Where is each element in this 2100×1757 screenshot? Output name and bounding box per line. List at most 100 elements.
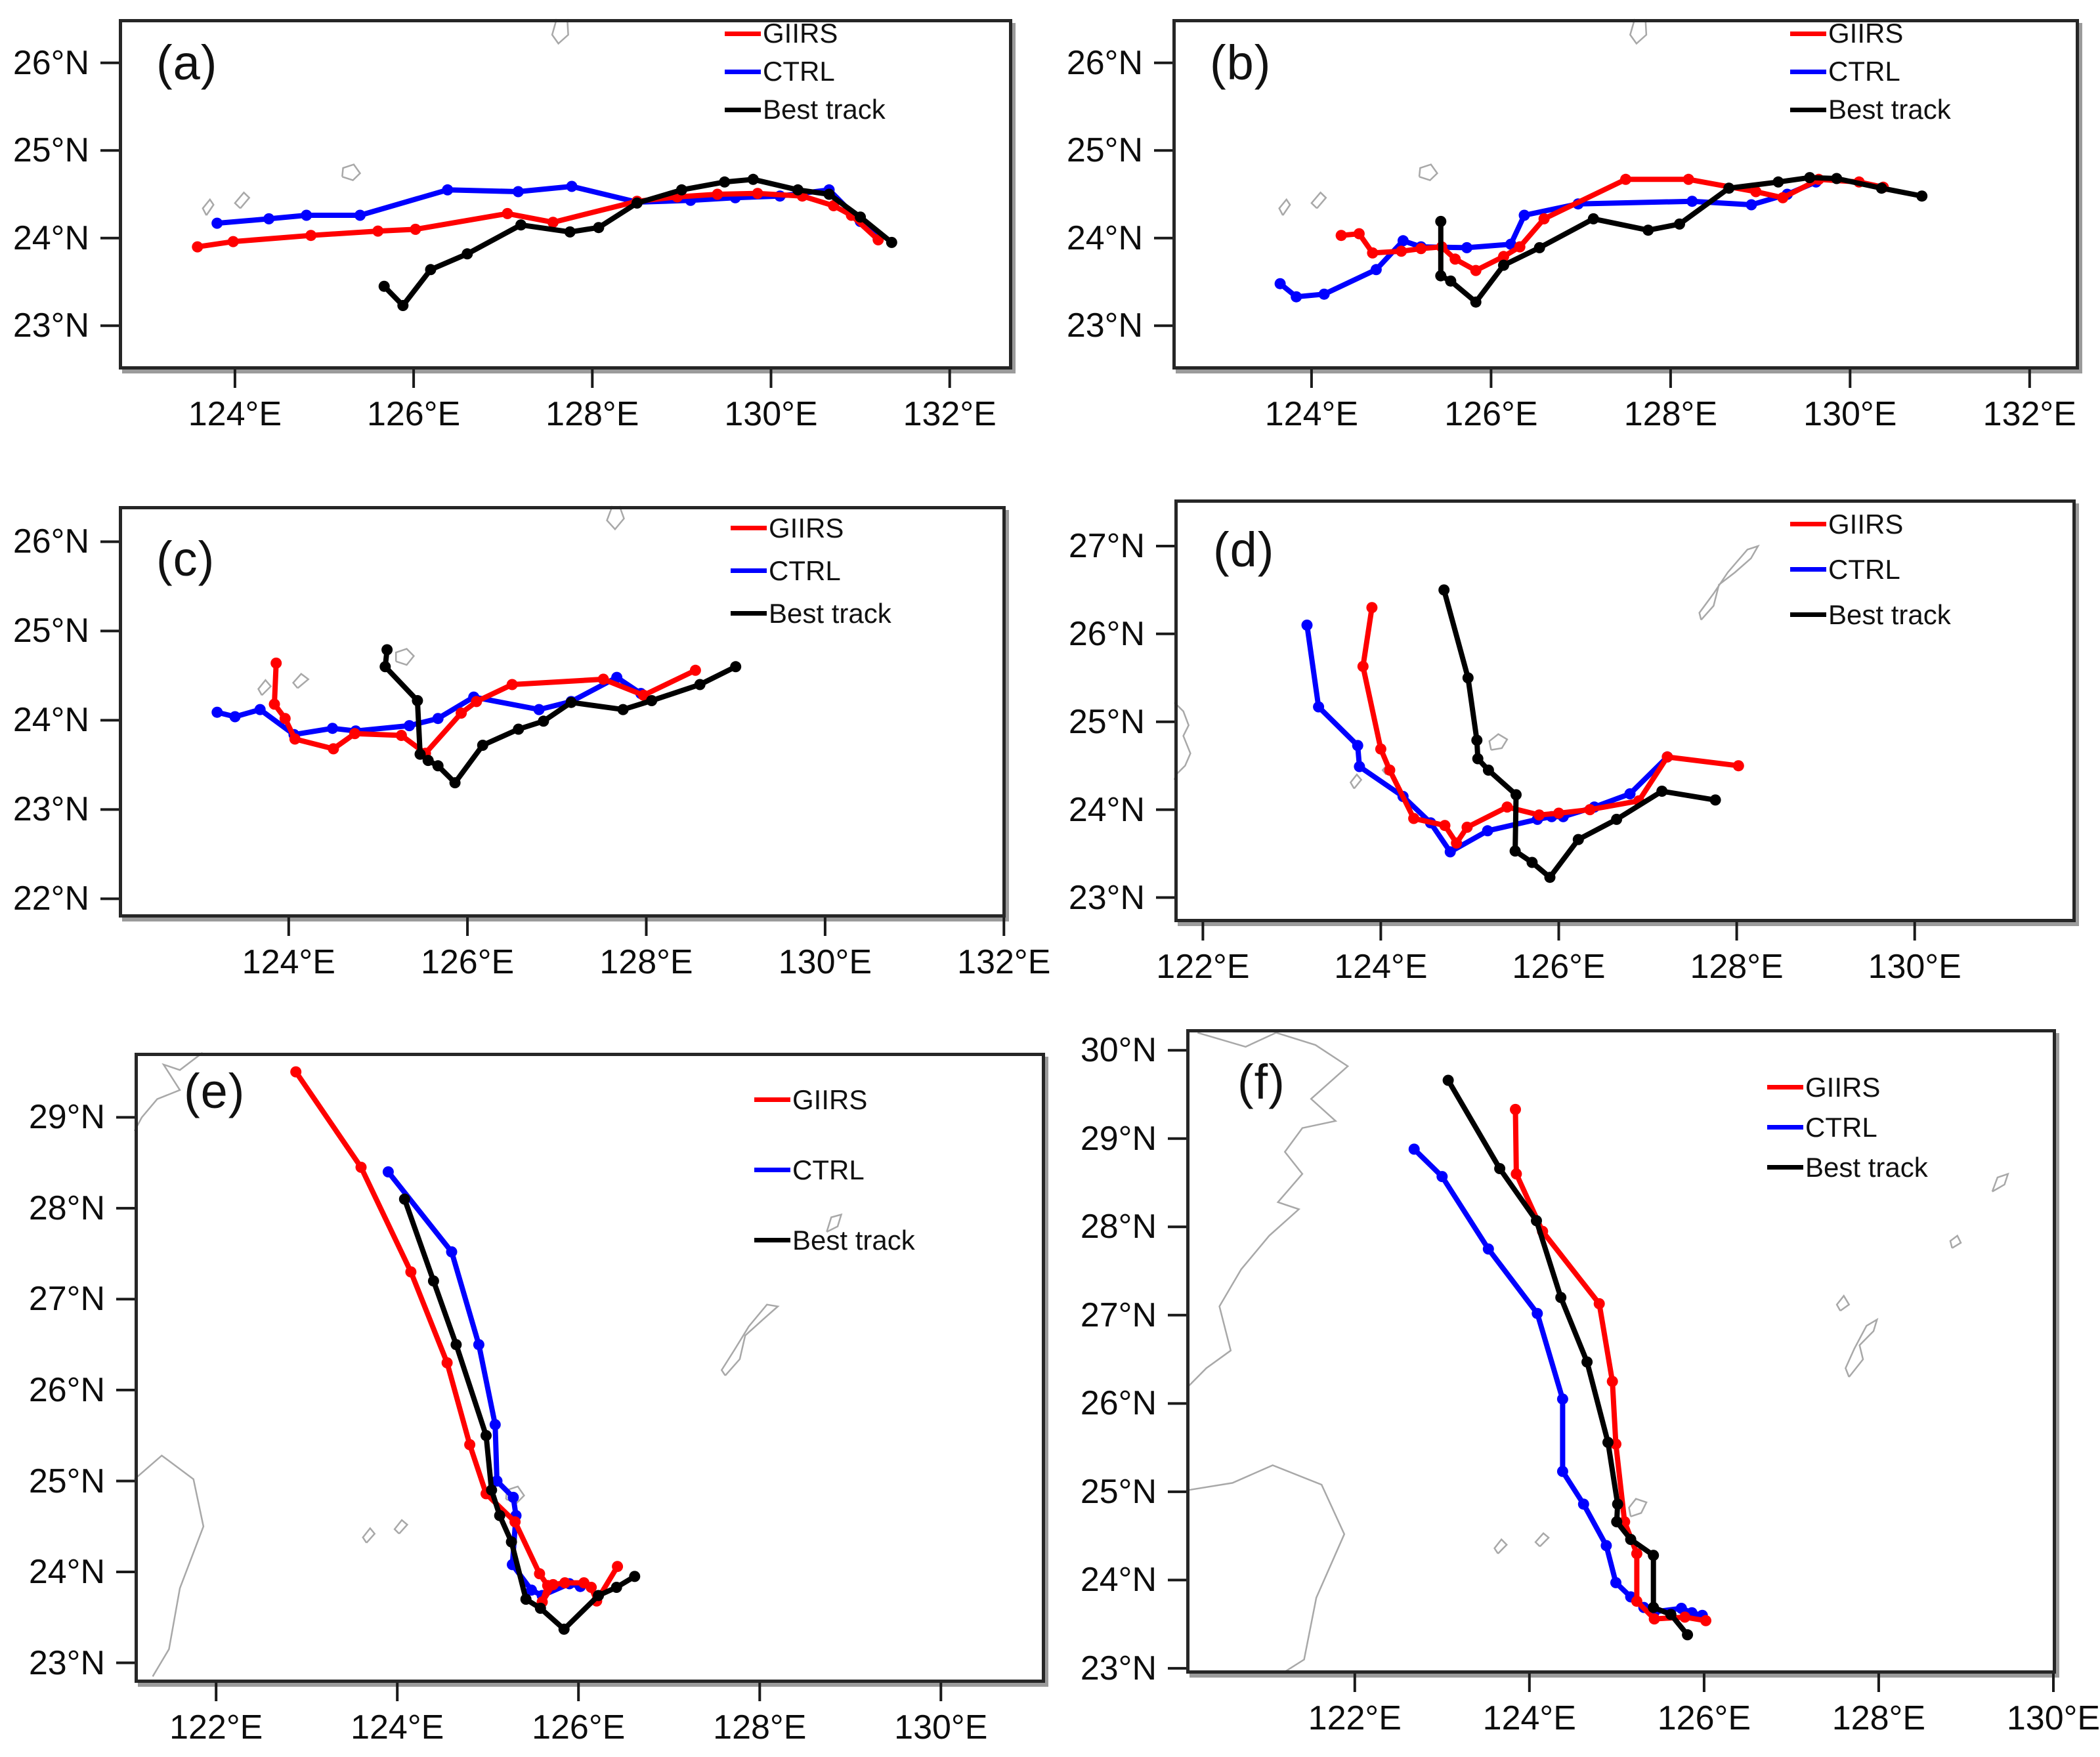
track-point-giirs — [1631, 1548, 1642, 1559]
legend-item-giirs: GIIRS — [1790, 14, 1951, 53]
track-point-giirs — [1631, 1596, 1642, 1607]
track-point-ctrl — [1370, 264, 1382, 276]
track-point-giirs — [1679, 1611, 1691, 1623]
legend-item-ctrl: CTRL — [1790, 53, 1951, 91]
y-tick-label: 25°N — [1068, 702, 1145, 741]
panel-letter-b: (b) — [1210, 35, 1272, 90]
track-point-best — [432, 760, 444, 772]
coastline — [1991, 1172, 2009, 1193]
panel-e: (e) 122°E 124°E 126°E 128°E 130°E 29°N 28°N 27°N… — [29, 1052, 1045, 1746]
track-point-best — [1642, 224, 1654, 236]
track-point-best — [1442, 1074, 1454, 1086]
map-plot-f — [1168, 1029, 2056, 1692]
track-point-best — [1462, 672, 1474, 684]
x-tick-label: 130°E — [724, 395, 818, 433]
y-tick-label: 26°N — [28, 1370, 105, 1409]
track-point-ctrl — [1352, 740, 1363, 751]
track-point-giirs — [712, 188, 723, 200]
track-point-giirs — [1661, 751, 1673, 763]
y-tick-label: 25°N — [1066, 131, 1143, 170]
track-point-giirs — [534, 1568, 546, 1580]
track-point-best — [1723, 182, 1735, 194]
track-point-best — [719, 176, 731, 188]
coastline — [720, 1303, 780, 1376]
legend-item-giirs: GIIRS — [731, 507, 891, 549]
track-point-giirs — [1408, 813, 1420, 824]
track-point-best — [1612, 1498, 1623, 1510]
x-tick-label: 130°E — [1803, 395, 1897, 433]
track-point-ctrl — [301, 209, 312, 221]
coastline — [1349, 773, 1363, 790]
track-point-giirs — [410, 223, 421, 235]
track-point-best — [379, 661, 391, 673]
x-tick-label: 126°E — [366, 395, 461, 433]
y-tick-label: 26°N — [12, 43, 89, 82]
x-tick-label: 124°E — [1264, 395, 1359, 433]
y-tick-label: 24°N — [1066, 219, 1143, 257]
y-tick-label: 26°N — [1068, 614, 1145, 653]
track-point-giirs — [349, 728, 360, 740]
track-point-best — [1916, 190, 1928, 202]
track-best — [402, 1196, 637, 1632]
legend-line-ctrl — [1790, 69, 1826, 74]
track-point-best — [449, 777, 461, 789]
x-tick-label: 128°E — [599, 943, 693, 981]
track-point-best — [593, 222, 605, 234]
legend-line-giirs — [1790, 31, 1826, 36]
track-ctrl — [1411, 1146, 1705, 1619]
track-point-giirs — [1396, 245, 1407, 257]
track-point-giirs — [1470, 265, 1482, 276]
legend-label-giirs: GIIRS — [769, 512, 844, 543]
track-point-giirs — [1620, 173, 1631, 185]
panel-letter-a: (a) — [156, 35, 218, 90]
track-point-ctrl — [1675, 1603, 1687, 1614]
panel-letter-e: (e) — [184, 1064, 246, 1118]
legend-item-best: Best track — [1790, 592, 1951, 637]
legend-item-best: Best track — [725, 91, 886, 129]
track-point-ctrl — [1397, 235, 1409, 247]
map-plot-a — [100, 18, 1012, 388]
track-point-ctrl — [254, 704, 266, 715]
track-point-ctrl — [1556, 1393, 1568, 1405]
coastline — [1628, 1498, 1648, 1517]
track-point-best — [593, 1590, 605, 1601]
coastline — [234, 191, 251, 209]
legend-line-best — [754, 1238, 790, 1242]
map-plot-b — [1154, 18, 2079, 388]
track-point-giirs — [456, 708, 467, 719]
track-point-giirs — [1357, 660, 1369, 672]
track-point-giirs — [597, 673, 609, 685]
track-point-giirs — [328, 743, 339, 755]
track-point-giirs — [471, 696, 482, 708]
track-point-best — [694, 679, 706, 690]
legend-line-best — [1767, 1165, 1803, 1170]
track-point-best — [629, 1571, 641, 1582]
track-point-ctrl — [1482, 825, 1493, 837]
track-point-ctrl — [473, 1339, 484, 1351]
track-point-giirs — [1367, 247, 1379, 259]
track-point-giirs — [1353, 228, 1365, 240]
panel-b: (b) 124°E 126°E 128°E 130°E 132°E 26°N 25°N 24°N… — [1067, 18, 2079, 433]
track-point-giirs — [1511, 1168, 1522, 1180]
x-tick-label: 128°E — [713, 1708, 807, 1746]
track-point-best — [422, 755, 434, 767]
track-giirs — [1360, 604, 1742, 846]
track-point-giirs — [1538, 213, 1550, 224]
track-point-best — [1648, 1550, 1660, 1561]
coastline — [1493, 1538, 1508, 1554]
track-point-best — [1804, 172, 1816, 184]
track-point-ctrl — [1274, 278, 1286, 289]
legend-label-best: Best track — [1805, 1151, 1928, 1183]
track-point-best — [617, 704, 629, 715]
track-point-giirs — [1584, 804, 1596, 816]
coastline — [257, 679, 272, 696]
track-point-best — [1509, 845, 1521, 857]
track-point-giirs — [547, 217, 559, 228]
legend-item-ctrl: CTRL — [731, 549, 891, 592]
legend: GIIRS CTRL Best track — [1790, 501, 1951, 637]
track-point-giirs — [1593, 1298, 1605, 1309]
y-tick-label: 25°N — [28, 1462, 105, 1500]
track-point-giirs — [689, 664, 701, 676]
coastline — [1835, 1294, 1851, 1312]
track-point-best — [486, 1484, 498, 1496]
